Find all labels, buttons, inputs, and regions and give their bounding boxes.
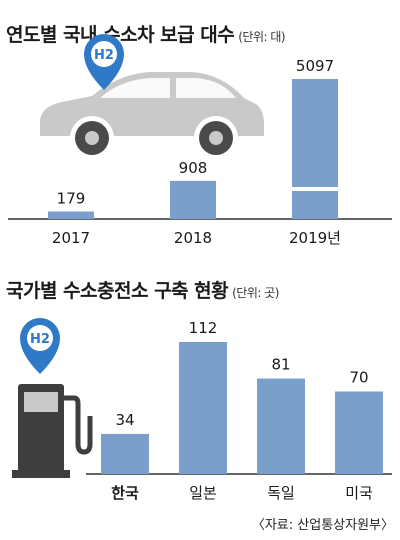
chart1-category-label: 2019년: [289, 229, 341, 247]
chart1-title: 연도별 국내 수소차 보급 대수 (단위: 대): [6, 20, 286, 47]
chart1-axis-break: [290, 187, 340, 191]
chart1-value-label: 179: [57, 189, 86, 207]
chart2-icon-label: H2: [30, 332, 50, 347]
chart2-value-label: 112: [189, 319, 218, 337]
chart2-title-text: 국가별 수소충전소 구축 현황: [6, 280, 229, 302]
chart1-bar: [170, 180, 216, 219]
hydrogen-fuel-pump-icon: H2: [12, 318, 93, 478]
chart2-bar: [257, 378, 305, 474]
chart2-unit: (단위: 곳): [232, 286, 279, 300]
chart1-category-label: 2018: [174, 229, 212, 247]
chart2-category-label: 일본: [189, 484, 217, 502]
chart2-plot: 34 한국 112 일본 81 독일 70 미국: [86, 319, 392, 502]
chart1-bar: [292, 79, 338, 219]
chart2-bar: [179, 342, 227, 474]
chart2-value-label: 70: [349, 369, 368, 387]
chart1-plot: 179 2017 908 2018 5097 2019년: [8, 57, 392, 247]
chart1-unit: (단위: 대): [238, 30, 286, 44]
chart2-value-label: 34: [115, 411, 134, 429]
chart1-value-label: 908: [179, 159, 208, 177]
source-credit: 〈자료: 산업통상자원부〉: [251, 518, 394, 533]
chart1-value-label: 5097: [296, 57, 334, 75]
chart2-category-label: 미국: [345, 484, 373, 502]
chart2-value-label: 81: [271, 356, 290, 374]
chart2-title: 국가별 수소충전소 구축 현황 (단위: 곳): [6, 276, 279, 303]
chart2-bar: [335, 391, 383, 474]
chart1-title-text: 연도별 국내 수소차 보급 대수: [6, 24, 235, 46]
chart2-category-label: 한국: [111, 484, 139, 502]
chart2-category-label: 독일: [267, 484, 295, 502]
chart1-category-label: 2017: [52, 229, 90, 247]
hydrogen-car-icon: H2: [40, 34, 264, 160]
chart1-bar: [48, 211, 94, 219]
chart1-icon-label: H2: [94, 48, 114, 63]
chart2-bar: [101, 433, 149, 474]
